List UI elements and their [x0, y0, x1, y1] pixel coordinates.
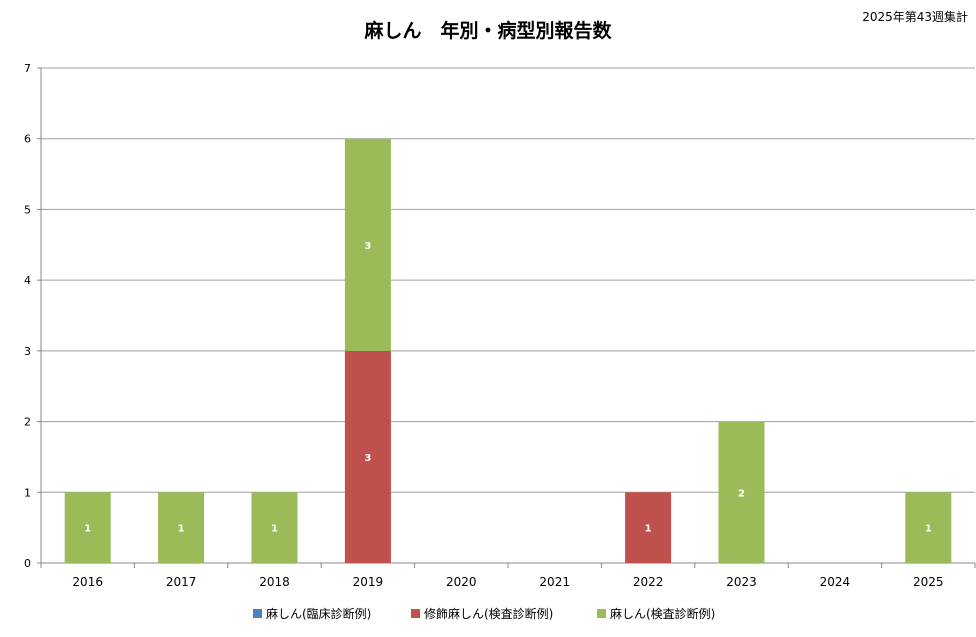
y-tick-label: 7: [24, 62, 31, 75]
x-tick-label: 2021: [539, 575, 570, 589]
data-label: 3: [364, 241, 371, 252]
legend-swatch: [411, 609, 420, 618]
x-tick-label: 2016: [72, 575, 103, 589]
x-tick-label: 2024: [820, 575, 851, 589]
y-tick-label: 3: [24, 345, 31, 358]
x-tick-label: 2017: [166, 575, 197, 589]
data-label: 1: [271, 524, 278, 535]
chart-title: 麻しん 年別・病型別報告数: [364, 20, 612, 42]
x-tick-label: 2022: [633, 575, 664, 589]
data-label: 1: [925, 524, 932, 535]
bar: [158, 492, 205, 563]
bar: [251, 492, 298, 563]
legend-label: 麻しん(検査診断例): [610, 606, 715, 621]
bar: [905, 492, 952, 563]
y-tick-label: 2: [24, 416, 31, 429]
legend-swatch: [597, 609, 606, 618]
y-tick-label: 5: [24, 203, 31, 216]
x-tick-label: 2025: [913, 575, 944, 589]
bar: [625, 492, 672, 563]
y-tick-label: 4: [24, 274, 31, 287]
bar: [718, 421, 765, 563]
legend-label: 修飾麻しん(検査診断例): [424, 606, 553, 621]
data-label: 2: [738, 488, 745, 499]
x-tick-label: 2020: [446, 575, 477, 589]
bar: [64, 492, 111, 563]
x-tick-label: 2023: [726, 575, 757, 589]
y-tick-label: 6: [24, 133, 31, 146]
data-label: 3: [364, 453, 371, 464]
legend-swatch: [253, 609, 262, 618]
data-label: 1: [645, 524, 652, 535]
bar: [344, 350, 391, 563]
legend-label: 麻しん(臨床診断例): [266, 606, 371, 621]
bar: [344, 138, 391, 351]
y-tick-label: 1: [24, 486, 31, 499]
y-tick-label: 0: [24, 557, 31, 570]
x-tick-label: 2018: [259, 575, 290, 589]
data-label: 1: [84, 524, 91, 535]
chart-subtitle: 2025年第43週集計: [862, 10, 968, 24]
data-label: 1: [178, 524, 185, 535]
x-tick-label: 2019: [353, 575, 384, 589]
